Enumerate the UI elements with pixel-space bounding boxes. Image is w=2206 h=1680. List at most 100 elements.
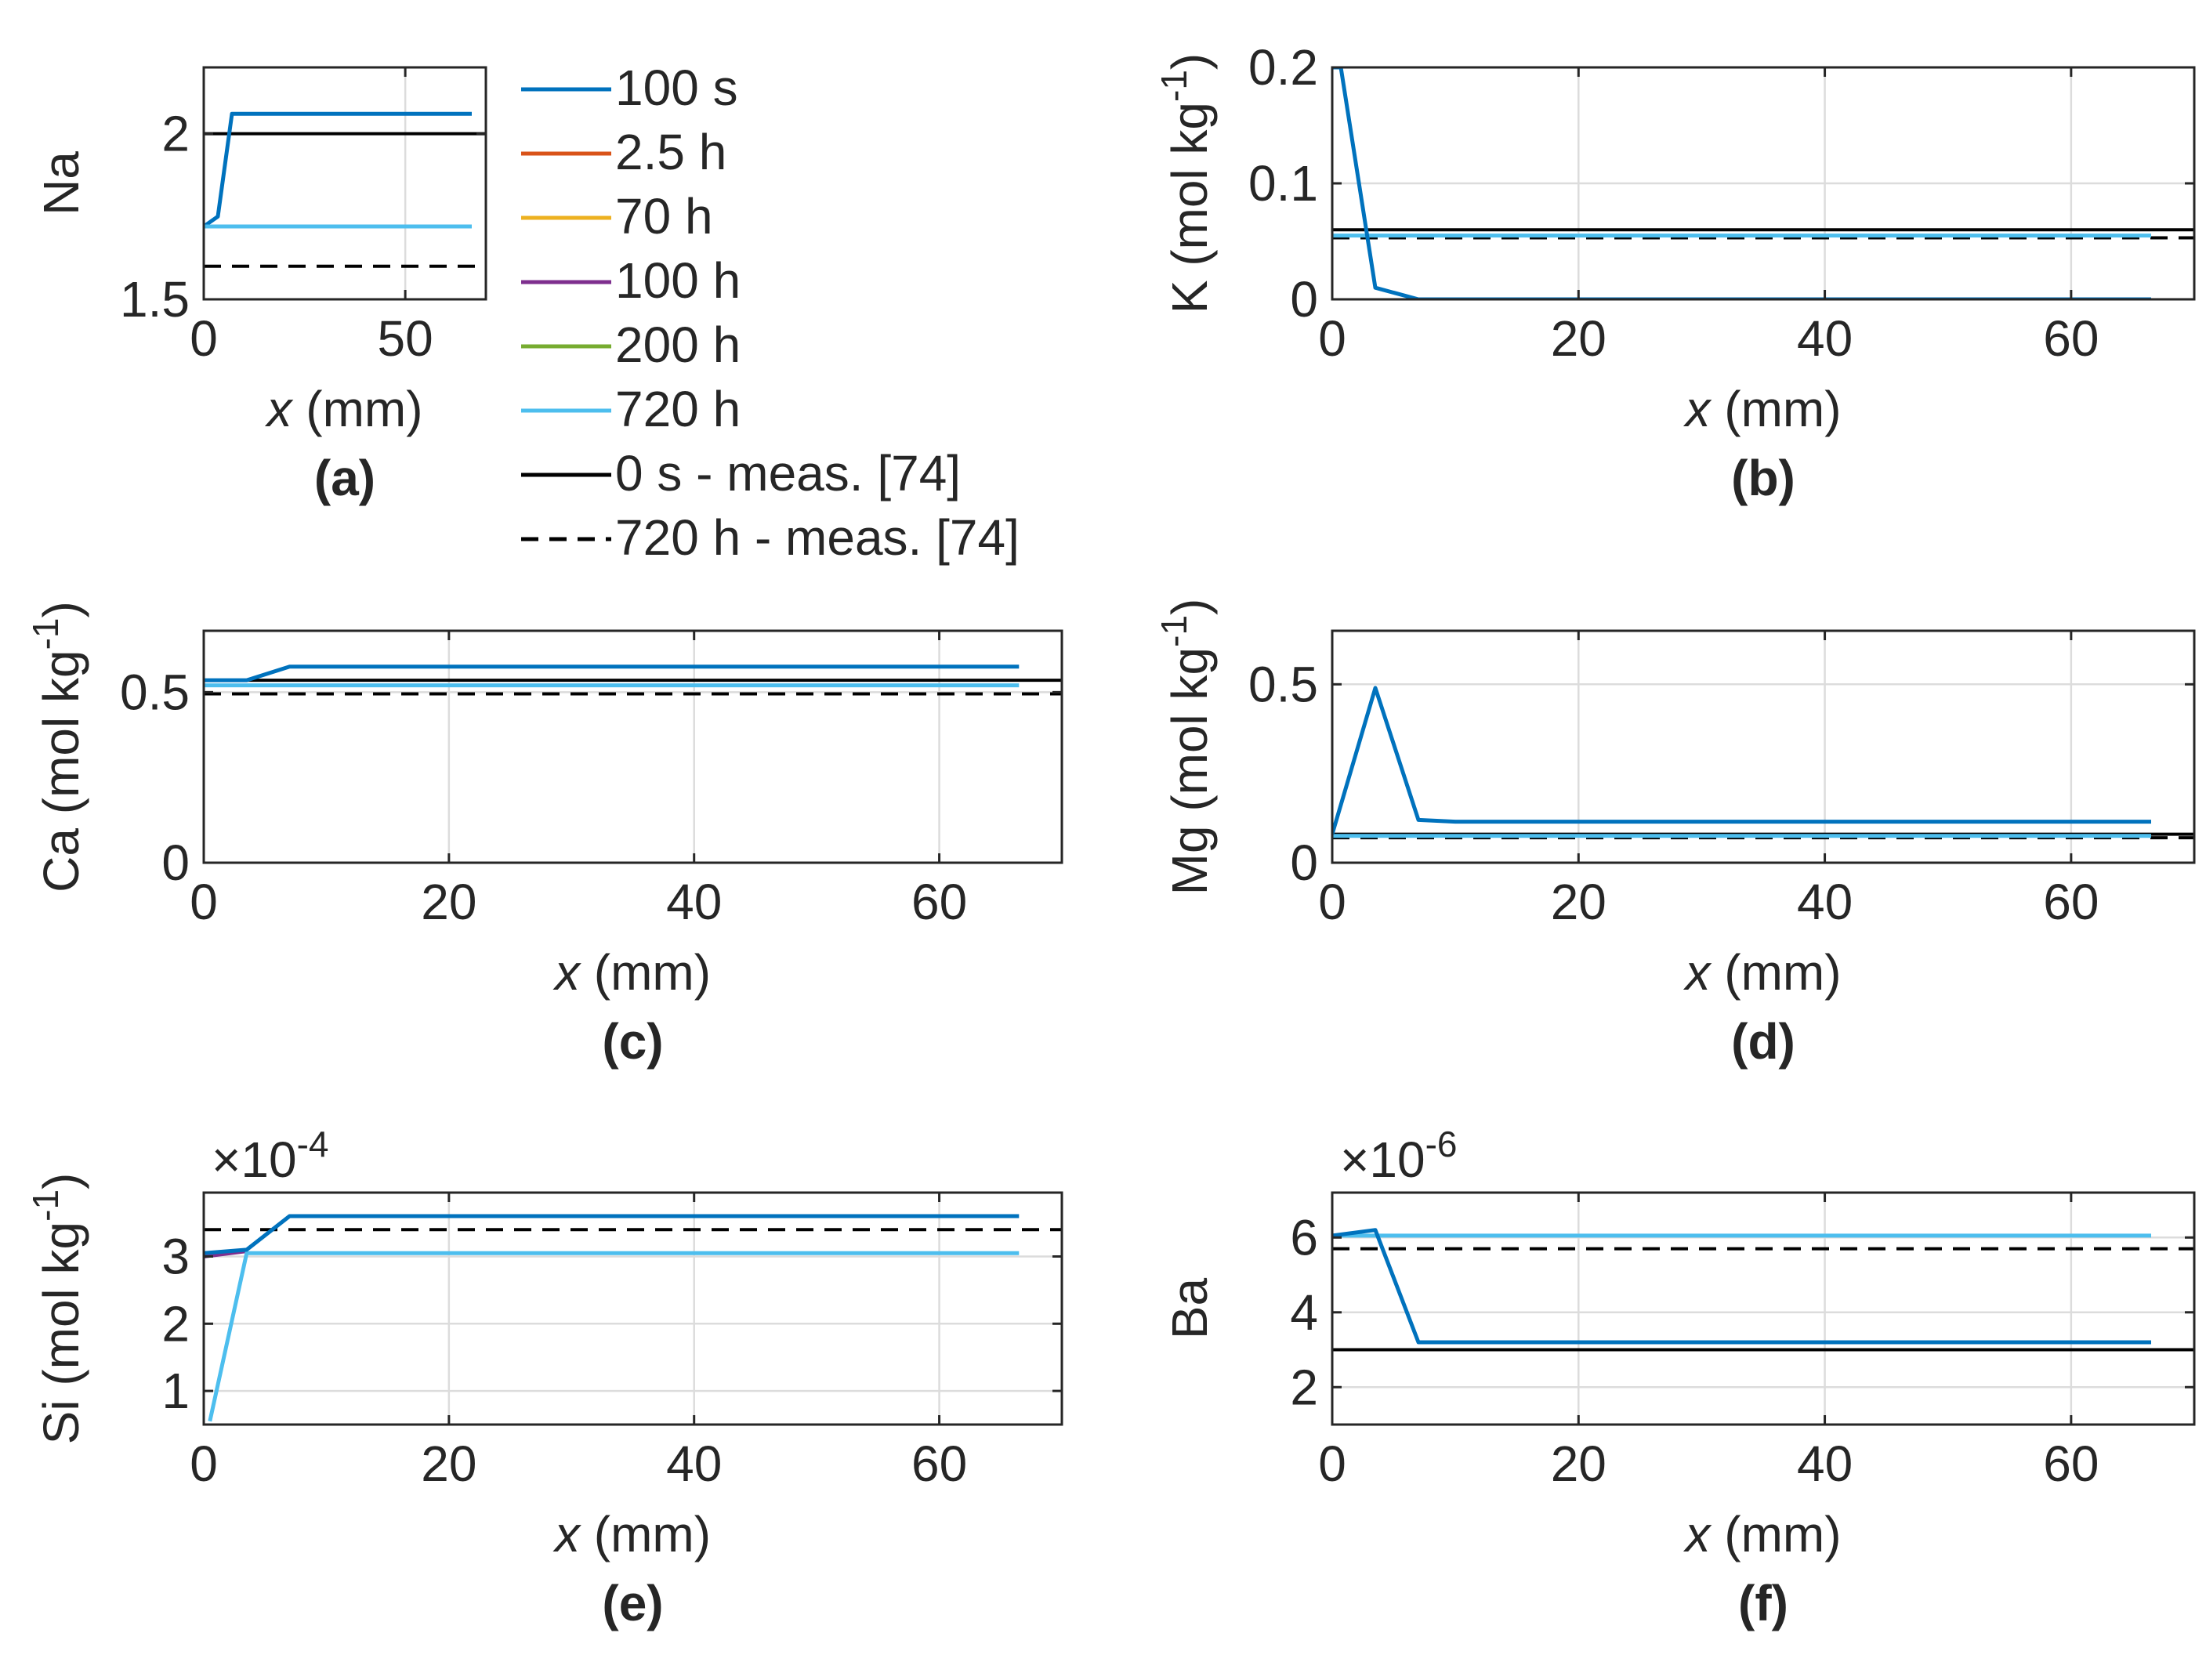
panel-label: (b): [1731, 450, 1795, 506]
panel-label: (d): [1731, 1013, 1795, 1070]
x-axis-label: x (mm): [1683, 1506, 1841, 1562]
plot-area: [204, 1193, 1062, 1425]
x-label-var: x: [1683, 944, 1712, 1001]
series-line-100-s: [1332, 67, 2151, 299]
y-tick-label: 0.1: [1248, 155, 1318, 212]
y-tick-label: 0: [161, 835, 190, 891]
x-label-var: x: [1683, 1506, 1712, 1562]
x-label-unit: (mm): [292, 381, 422, 437]
legend-label: 100 s: [615, 60, 738, 116]
y-tick-label: 0.2: [1248, 39, 1318, 96]
series-line-100-s: [1332, 686, 2151, 835]
panel-label: (c): [602, 1013, 663, 1070]
y-tick-label: 1.5: [120, 271, 190, 328]
exponent-power: -6: [1425, 1124, 1458, 1164]
plot-area: [1332, 631, 2194, 863]
legend-label: 200 h: [615, 317, 741, 373]
x-tick-label: 20: [421, 1436, 476, 1492]
legend-label: 720 h: [615, 381, 741, 437]
x-tick-label: 40: [1797, 310, 1853, 367]
plot-area: [1332, 1193, 2194, 1425]
x-label-unit: (mm): [1710, 381, 1841, 437]
x-tick-label: 60: [911, 1436, 967, 1492]
legend-label: 0 s - meas. [74]: [615, 445, 961, 501]
x-tick-label: 50: [378, 310, 433, 367]
y-label-superscript: -1: [1154, 615, 1194, 647]
y-axis-label: Na: [33, 151, 89, 215]
axes-box: [202, 66, 487, 301]
x-tick-label: 60: [911, 874, 967, 930]
data-layer: [1332, 1228, 2194, 1352]
x-tick-label: 0: [190, 874, 218, 930]
y-label-main: Ba: [1161, 1277, 1218, 1339]
y-label-main: K (mol kg: [1161, 102, 1218, 313]
y-axis-label: Ca (mol kg-1): [25, 601, 89, 892]
x-tick-label: 60: [2043, 874, 2099, 930]
y-label-main: Ca (mol kg: [33, 650, 89, 892]
x-axis-label: x (mm): [264, 381, 422, 437]
x-tick-label: 20: [421, 874, 476, 930]
y-axis-label: Ba: [1161, 1277, 1218, 1339]
x-axis-label: x (mm): [552, 1506, 711, 1562]
panel-e: 0 20 40 60 1 2 3 ×10-4 x (mm) (e) Si (mol kg-1): [25, 1124, 1063, 1631]
axes-box: [1331, 1191, 2196, 1426]
y-label-main: Si (mol kg: [33, 1222, 89, 1445]
legend-label: 70 h: [615, 188, 713, 244]
x-label-var: x: [552, 1506, 581, 1562]
y-label-main: Na: [33, 151, 89, 215]
panel-f: 0 20 40 60 2 4 6 ×10-6 x (mm) (f) Ba: [1161, 1124, 2196, 1631]
x-label-unit: (mm): [580, 1506, 711, 1562]
x-tick-label: 40: [666, 874, 722, 930]
panel-c: 0 20 40 60 0 0.5 x (mm) (c) Ca (mol kg-1): [25, 601, 1063, 1070]
plot-area: [204, 67, 486, 299]
axis-exponent: ×10-4: [212, 1124, 328, 1188]
axes-box: [202, 629, 1063, 864]
data-layer: [1332, 67, 2194, 299]
y-label-close: ): [33, 1173, 89, 1189]
y-axis-label: Si (mol kg-1): [25, 1173, 89, 1445]
y-tick-label: 2: [1290, 1359, 1318, 1415]
legend-label: 720 h - meas. [74]: [615, 509, 1020, 566]
y-tick-label: 2: [161, 1295, 190, 1352]
y-label-close: ): [33, 601, 89, 617]
axes-box: [1331, 629, 2196, 864]
y-tick-label: 0.5: [1248, 656, 1318, 712]
panel-label: (e): [602, 1575, 663, 1631]
series-line-100-s: [204, 1214, 1020, 1255]
x-label-unit: (mm): [1710, 944, 1841, 1001]
panel-label: (a): [314, 450, 375, 506]
y-label-close: ): [1161, 599, 1218, 615]
y-label-close: ): [1161, 53, 1218, 70]
legend-label: 100 h: [615, 252, 741, 309]
panel-label: (f): [1738, 1575, 1788, 1631]
y-tick-label: 6: [1290, 1209, 1318, 1265]
data-layer: [1332, 686, 2194, 840]
x-tick-label: 0: [190, 1436, 218, 1492]
y-label-main: Mg (mol kg: [1161, 647, 1218, 896]
x-label-var: x: [552, 944, 581, 1001]
x-label-unit: (mm): [580, 944, 711, 1001]
x-tick-label: 40: [666, 1436, 722, 1492]
x-axis-label: x (mm): [1683, 944, 1841, 1001]
x-tick-label: 40: [1797, 874, 1853, 930]
x-tick-label: 0: [1318, 1436, 1346, 1492]
x-tick-label: 60: [2043, 1436, 2099, 1492]
data-layer: [204, 664, 1062, 696]
y-tick-label: 1: [161, 1363, 190, 1419]
y-tick-label: 3: [161, 1229, 190, 1285]
exponent-base: ×10: [212, 1131, 297, 1188]
series-line-100-s: [204, 111, 472, 229]
x-tick-label: 20: [1551, 874, 1607, 930]
axis-exponent: ×10-6: [1340, 1124, 1457, 1188]
y-tick-label: 0: [1290, 835, 1318, 891]
x-tick-label: 20: [1551, 1436, 1607, 1492]
y-tick-label: 0: [1290, 271, 1318, 328]
legend: 100 s 2.5 h 70 h 100 h 200 h 720 h 0 s - meas.…: [521, 60, 1020, 566]
exponent-power: -4: [297, 1124, 329, 1164]
x-label-var: x: [1683, 381, 1712, 437]
axes-box: [202, 1191, 1063, 1426]
x-tick-label: 0: [190, 310, 218, 367]
x-tick-label: 60: [2043, 310, 2099, 367]
panel-d: 0 20 40 60 0 0.5 x (mm) (d) Mg (mol kg-1): [1154, 599, 2196, 1070]
